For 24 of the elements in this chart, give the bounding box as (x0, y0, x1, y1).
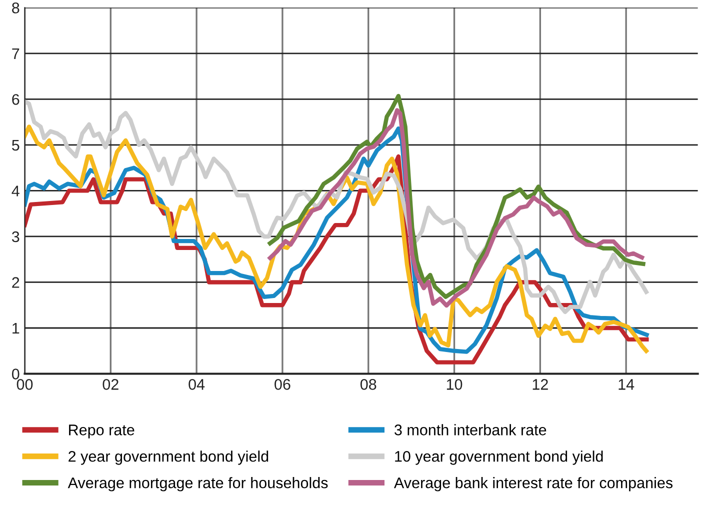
legend-label: Average bank interest rate for companies (394, 477, 673, 492)
x-tick-label: 00 (16, 379, 33, 390)
x-tick-label: 06 (274, 379, 290, 390)
y-tick-label: 7 (12, 48, 20, 59)
x-tick-label: 08 (360, 379, 376, 390)
x-tick-label: 12 (532, 379, 548, 390)
x-tick-label: 04 (188, 379, 205, 390)
y-tick-label: 3 (12, 231, 20, 242)
legend-label: Average mortgage rate for households (68, 477, 328, 492)
y-tick-label: 8 (12, 2, 20, 14)
legend-label: Repo rate (69, 424, 134, 438)
legend-label: 10 year government bond yield (395, 450, 603, 465)
y-tick-label: 6 (12, 94, 20, 105)
line-series (24, 99, 648, 314)
y-tick-label: 5 (12, 140, 20, 151)
y-tick-label: 4 (12, 186, 20, 196)
x-tick-label: 14 (618, 379, 634, 390)
legend-label: 2 year government bond yield (68, 450, 268, 465)
x-tick-label: 02 (102, 379, 118, 390)
y-tick-label: 2 (12, 277, 20, 288)
y-tick-label: 0 (12, 368, 20, 380)
x-tick-label: 10 (446, 379, 462, 390)
y-tick-label: 1 (12, 323, 20, 334)
legend-label: 3 month interbank rate (394, 424, 546, 436)
